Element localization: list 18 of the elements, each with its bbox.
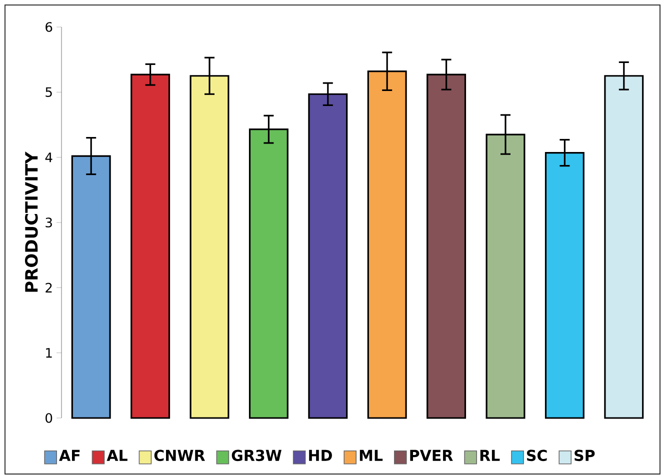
x-tick-label: HD [309, 450, 332, 461]
x-tick-label: SC [527, 450, 547, 462]
x-tick-label: ML [360, 450, 383, 461]
y-tick-label: 3 [46, 218, 52, 228]
x-tick-label: RL [480, 450, 500, 461]
y-tick-label: 0 [46, 413, 52, 423]
x-tick-label: PVER [410, 450, 453, 461]
y-tick-label: 5 [46, 87, 52, 98]
y-tick-label: 4 [45, 152, 52, 162]
y-tick-label: 2 [46, 282, 52, 292]
y-tick-label: 1 [46, 348, 52, 358]
x-tick-label: CNWR [154, 450, 205, 462]
y-tick-label: 6 [46, 22, 52, 32]
x-tick-label: AL [106, 450, 128, 461]
x-tick-label: GR3W [232, 450, 282, 462]
x-tick-label: AF [59, 450, 80, 461]
y-axis-title: PRODUCTIVITY [24, 151, 38, 292]
x-tick-label: SP [574, 450, 595, 462]
